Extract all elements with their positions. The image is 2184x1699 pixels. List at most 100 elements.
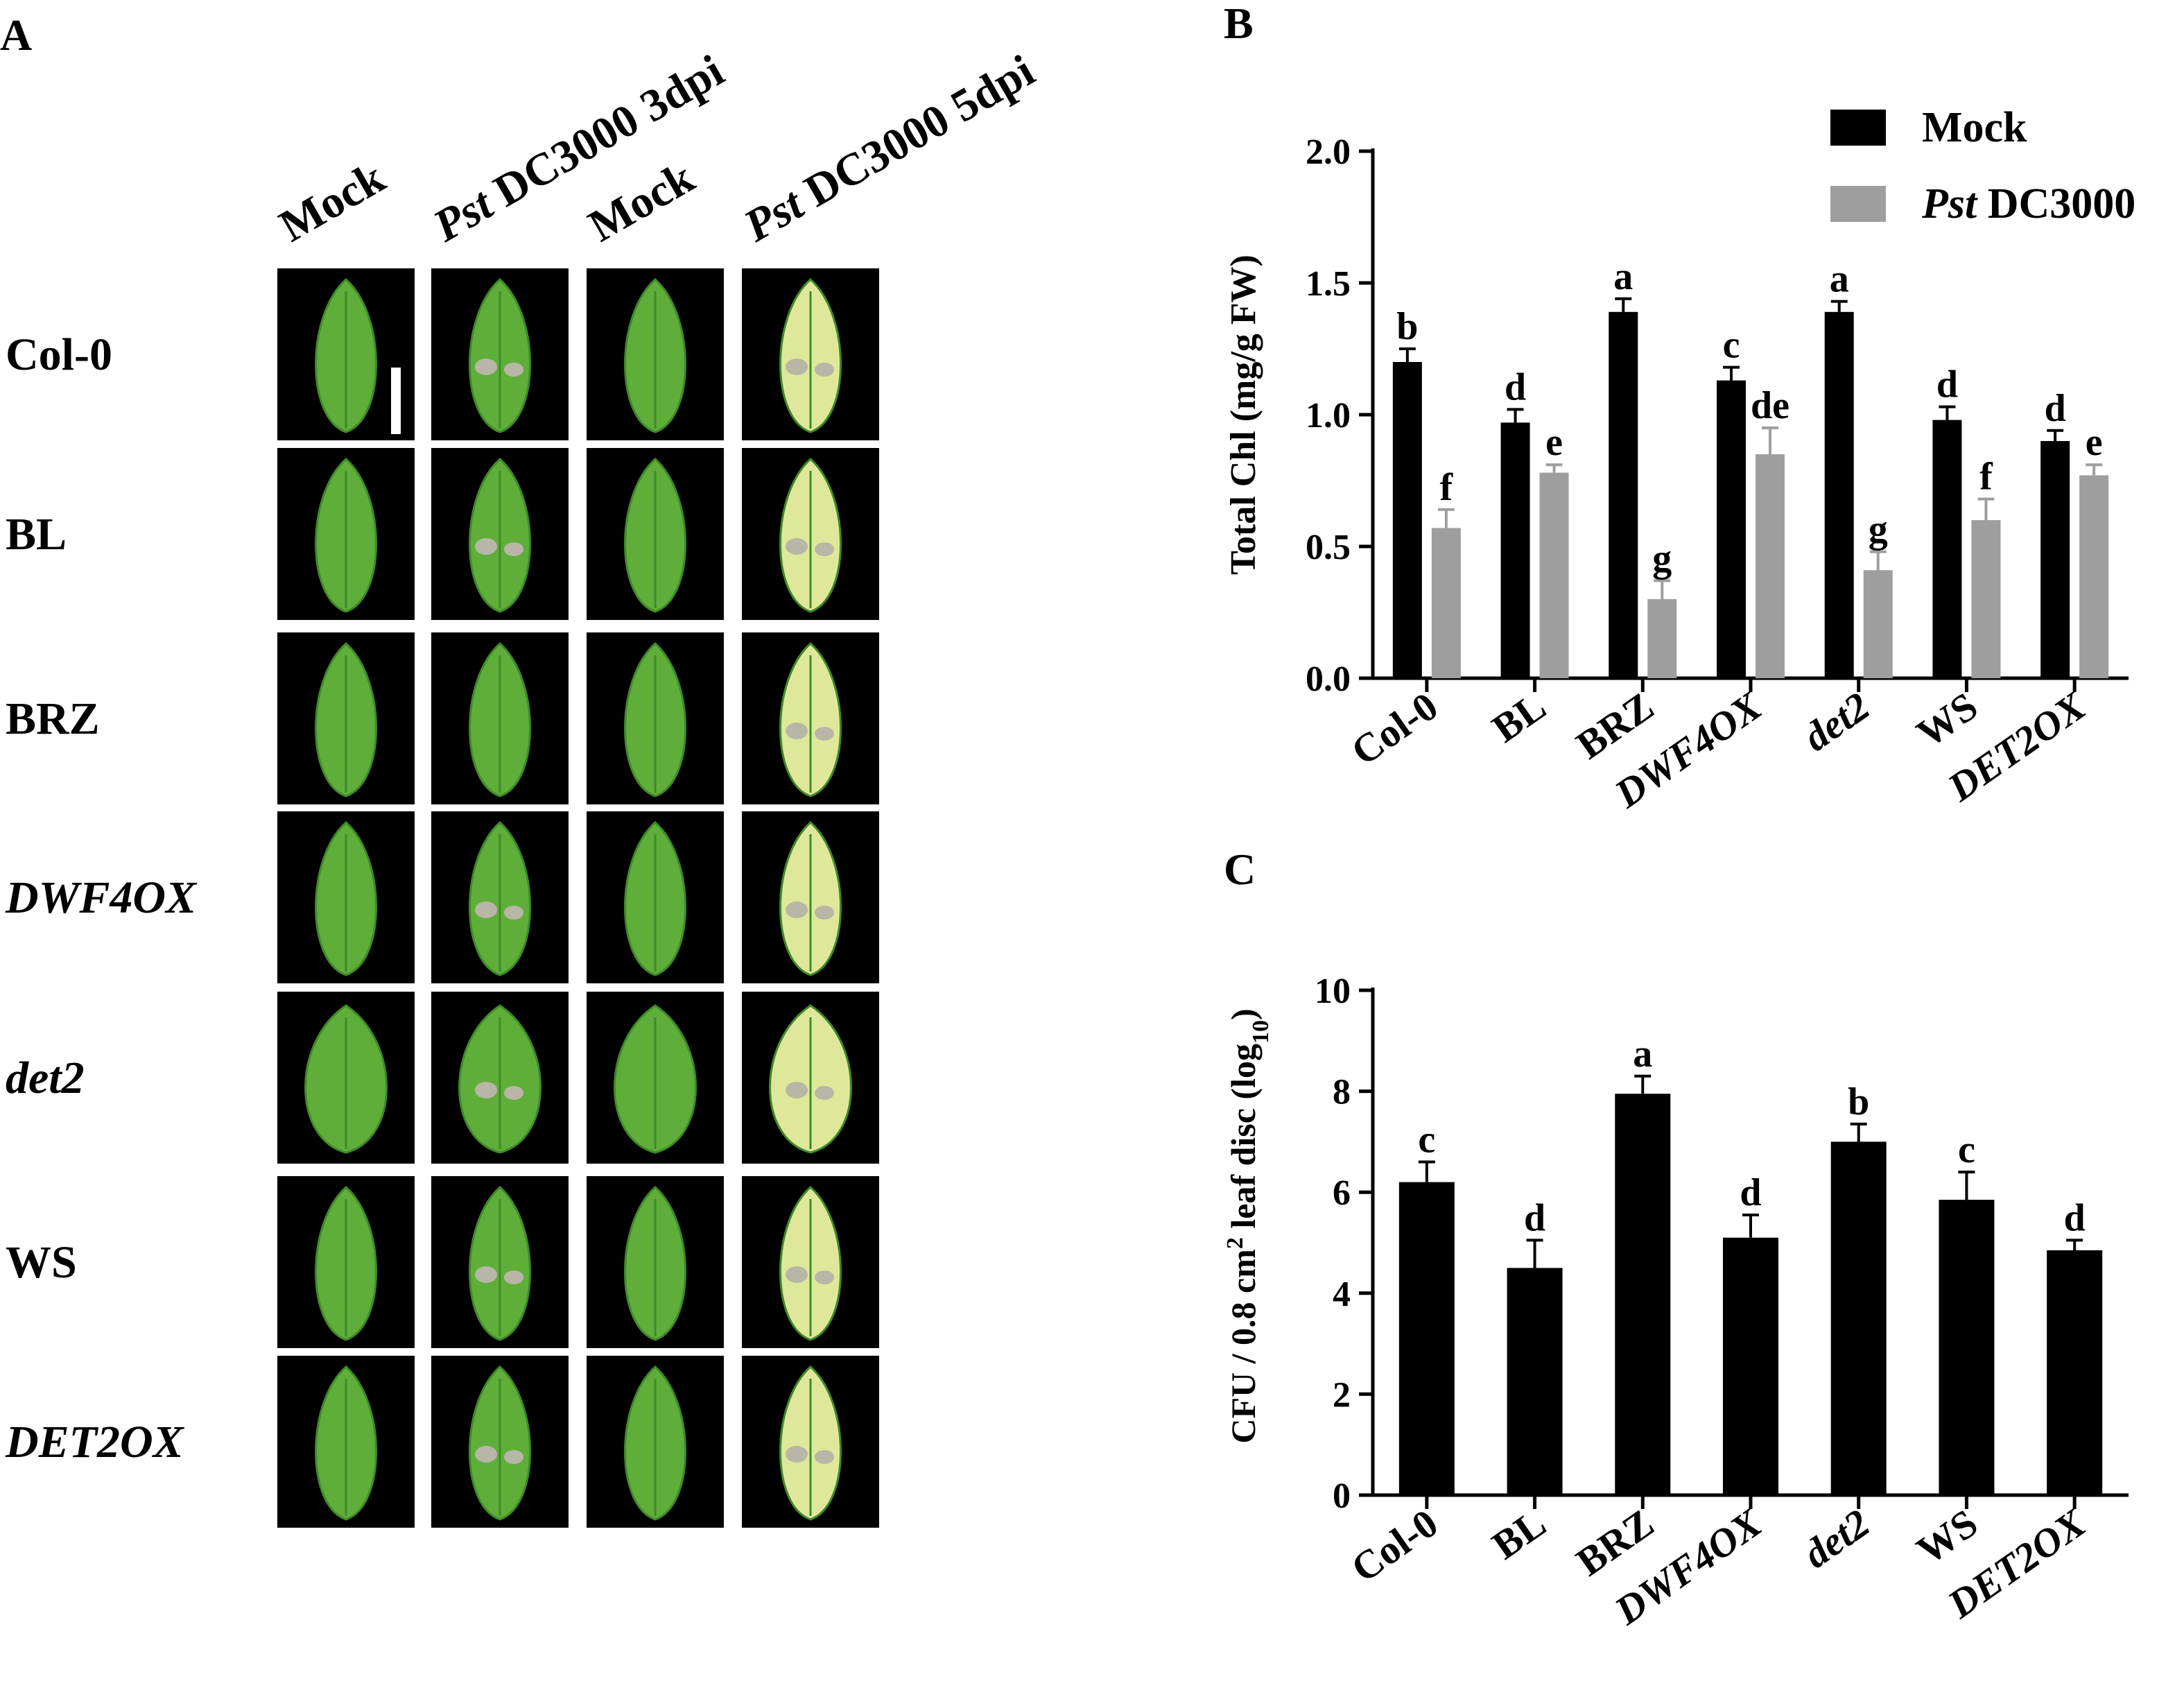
leaf-photo-bl-3	[587, 448, 724, 620]
panel-a-label: A	[0, 10, 32, 60]
lesion-spot	[815, 542, 834, 556]
y-axis-label: Total Chl (mg/g FW)	[1224, 255, 1263, 575]
lesion-spot	[786, 902, 808, 918]
x-tick-label-ws: WS	[1909, 683, 1986, 756]
bar-col-0-2	[1431, 528, 1461, 678]
significance-letter: d	[1505, 365, 1526, 408]
x-tick-label-ws: WS	[1909, 1500, 1986, 1573]
y-tick-label: 0.0	[1306, 659, 1351, 699]
bacterial-growth-chart: 0246810Col-0cBLdBRZaDWF4OXddet2bWScDET2O…	[1222, 972, 2129, 1634]
bar-col-0-1	[1398, 1182, 1455, 1495]
bar-bl-1	[1500, 422, 1530, 678]
leaf-photo-dwf4ox-1	[277, 811, 415, 983]
row-label-dwf4ox: DWF4OX	[5, 872, 198, 923]
significance-letter: b	[1848, 1080, 1869, 1123]
significance-letter: e	[2086, 421, 2103, 464]
significance-letter: c	[1418, 1119, 1435, 1162]
lesion-spot	[815, 1450, 834, 1464]
bar-det2ox-1	[2040, 441, 2070, 678]
leaf-photo-bl-4	[742, 448, 879, 620]
y-axis-label-subscript: 10	[1248, 1020, 1274, 1044]
y-tick-label: 1.0	[1306, 396, 1351, 435]
bar-ws-1	[1939, 1200, 1995, 1495]
row-label-det2: det2	[6, 1053, 85, 1103]
significance-letter: a	[1830, 258, 1849, 301]
row-label-brz: BRZ	[6, 693, 100, 744]
legend-label-text: Mock	[1922, 104, 2027, 151]
legend-label-text: DC3000	[1977, 180, 2135, 227]
y-axis-label-part: leaf disc (log	[1224, 1044, 1263, 1237]
legend-swatch-2	[1830, 186, 1886, 222]
lesion-spot	[504, 363, 523, 377]
x-tick-label-bl: BL	[1484, 683, 1554, 751]
leaf-photo-bl-2	[431, 448, 569, 620]
leaf-row-labels: Col-0 BL BRZ DWF4OX det2 WS DET2OX	[5, 329, 198, 1467]
leaf-photo-dwf4ox-4	[742, 811, 879, 983]
bar-brz-1	[1615, 1094, 1671, 1495]
significance-letter: g	[1652, 537, 1672, 580]
bar-dwf4ox-1	[1717, 380, 1746, 678]
column-label-text: Mock	[580, 152, 702, 252]
leaf-photo-det2ox-1	[277, 1356, 415, 1528]
leaf-photo-det2-4	[742, 992, 879, 1164]
significance-letter: c	[1958, 1128, 1975, 1171]
y-tick-label: 2	[1333, 1375, 1351, 1415]
leaf-photo-ws-3	[587, 1176, 724, 1348]
lesion-spot	[786, 723, 808, 739]
column-label-2: Pst DC3000 3dpi	[424, 45, 732, 252]
legend-label-prefix: Pst	[1921, 180, 1978, 227]
leaf-photo-ws-1	[277, 1176, 415, 1348]
panel-c-label: C	[1224, 845, 1256, 894]
significance-letter: f	[1979, 456, 1993, 499]
x-tick-label-bl: BL	[1484, 1500, 1554, 1568]
leaf-photo-det2ox-2	[431, 1356, 569, 1528]
leaf-photo-brz-2	[431, 632, 569, 804]
leaf-photo-det2-1	[277, 992, 415, 1164]
bar-col-0-1	[1392, 362, 1422, 678]
leaf-photo-brz-1	[277, 632, 415, 804]
leaf-photo-brz-3	[587, 632, 724, 804]
leaf-photo-ws-2	[431, 1176, 569, 1348]
y-tick-label: 1.5	[1306, 264, 1351, 304]
lesion-spot	[504, 1450, 523, 1464]
bar-dwf4ox-1	[1723, 1237, 1778, 1495]
bar-ws-1	[1932, 420, 1962, 678]
leaf-photo-dwf4ox-2	[431, 811, 569, 983]
significance-letter: f	[1440, 466, 1454, 509]
lesion-spot	[504, 906, 523, 920]
lesion-spot	[475, 538, 497, 555]
y-tick-label: 8	[1333, 1073, 1351, 1112]
row-label-ws: WS	[6, 1237, 77, 1288]
lesion-spot	[475, 1266, 497, 1283]
x-tick-label-col-0: Col-0	[1343, 1500, 1446, 1591]
lesion-spot	[475, 902, 497, 918]
scale-bar	[391, 368, 401, 434]
leaf-photo-col-0-4	[742, 268, 879, 440]
bar-det2-1	[1824, 311, 1854, 678]
lesion-spot	[504, 1086, 523, 1100]
x-tick-label-det2: det2	[1795, 1500, 1878, 1577]
column-label-1: Mock	[271, 152, 393, 252]
lesion-spot	[786, 1266, 808, 1283]
bar-brz-2	[1647, 599, 1677, 678]
row-label-det2ox: DET2OX	[5, 1417, 185, 1467]
lesion-spot	[786, 1082, 808, 1098]
bar-bl-2	[1539, 472, 1569, 678]
panel-b-label: B	[1224, 0, 1254, 48]
leaf-photo-bl-1	[277, 448, 415, 620]
leaf-photo-dwf4ox-3	[587, 811, 724, 983]
bar-det2-1	[1830, 1141, 1887, 1495]
column-label-text: Mock	[271, 152, 393, 252]
leaf-photo-col-0-3	[587, 268, 724, 440]
leaf-photo-det2-2	[431, 992, 569, 1164]
lesion-spot	[475, 1446, 497, 1463]
column-label-text: DC3000 5dpi	[786, 45, 1043, 223]
legend-label-2: Pst DC3000	[1921, 180, 2135, 227]
significance-letter: c	[1723, 324, 1740, 367]
x-tick-label-det2: det2	[1795, 683, 1878, 760]
column-label-3: Mock	[580, 152, 702, 252]
row-label-col-0: Col-0	[6, 329, 112, 380]
lesion-spot	[815, 727, 834, 741]
